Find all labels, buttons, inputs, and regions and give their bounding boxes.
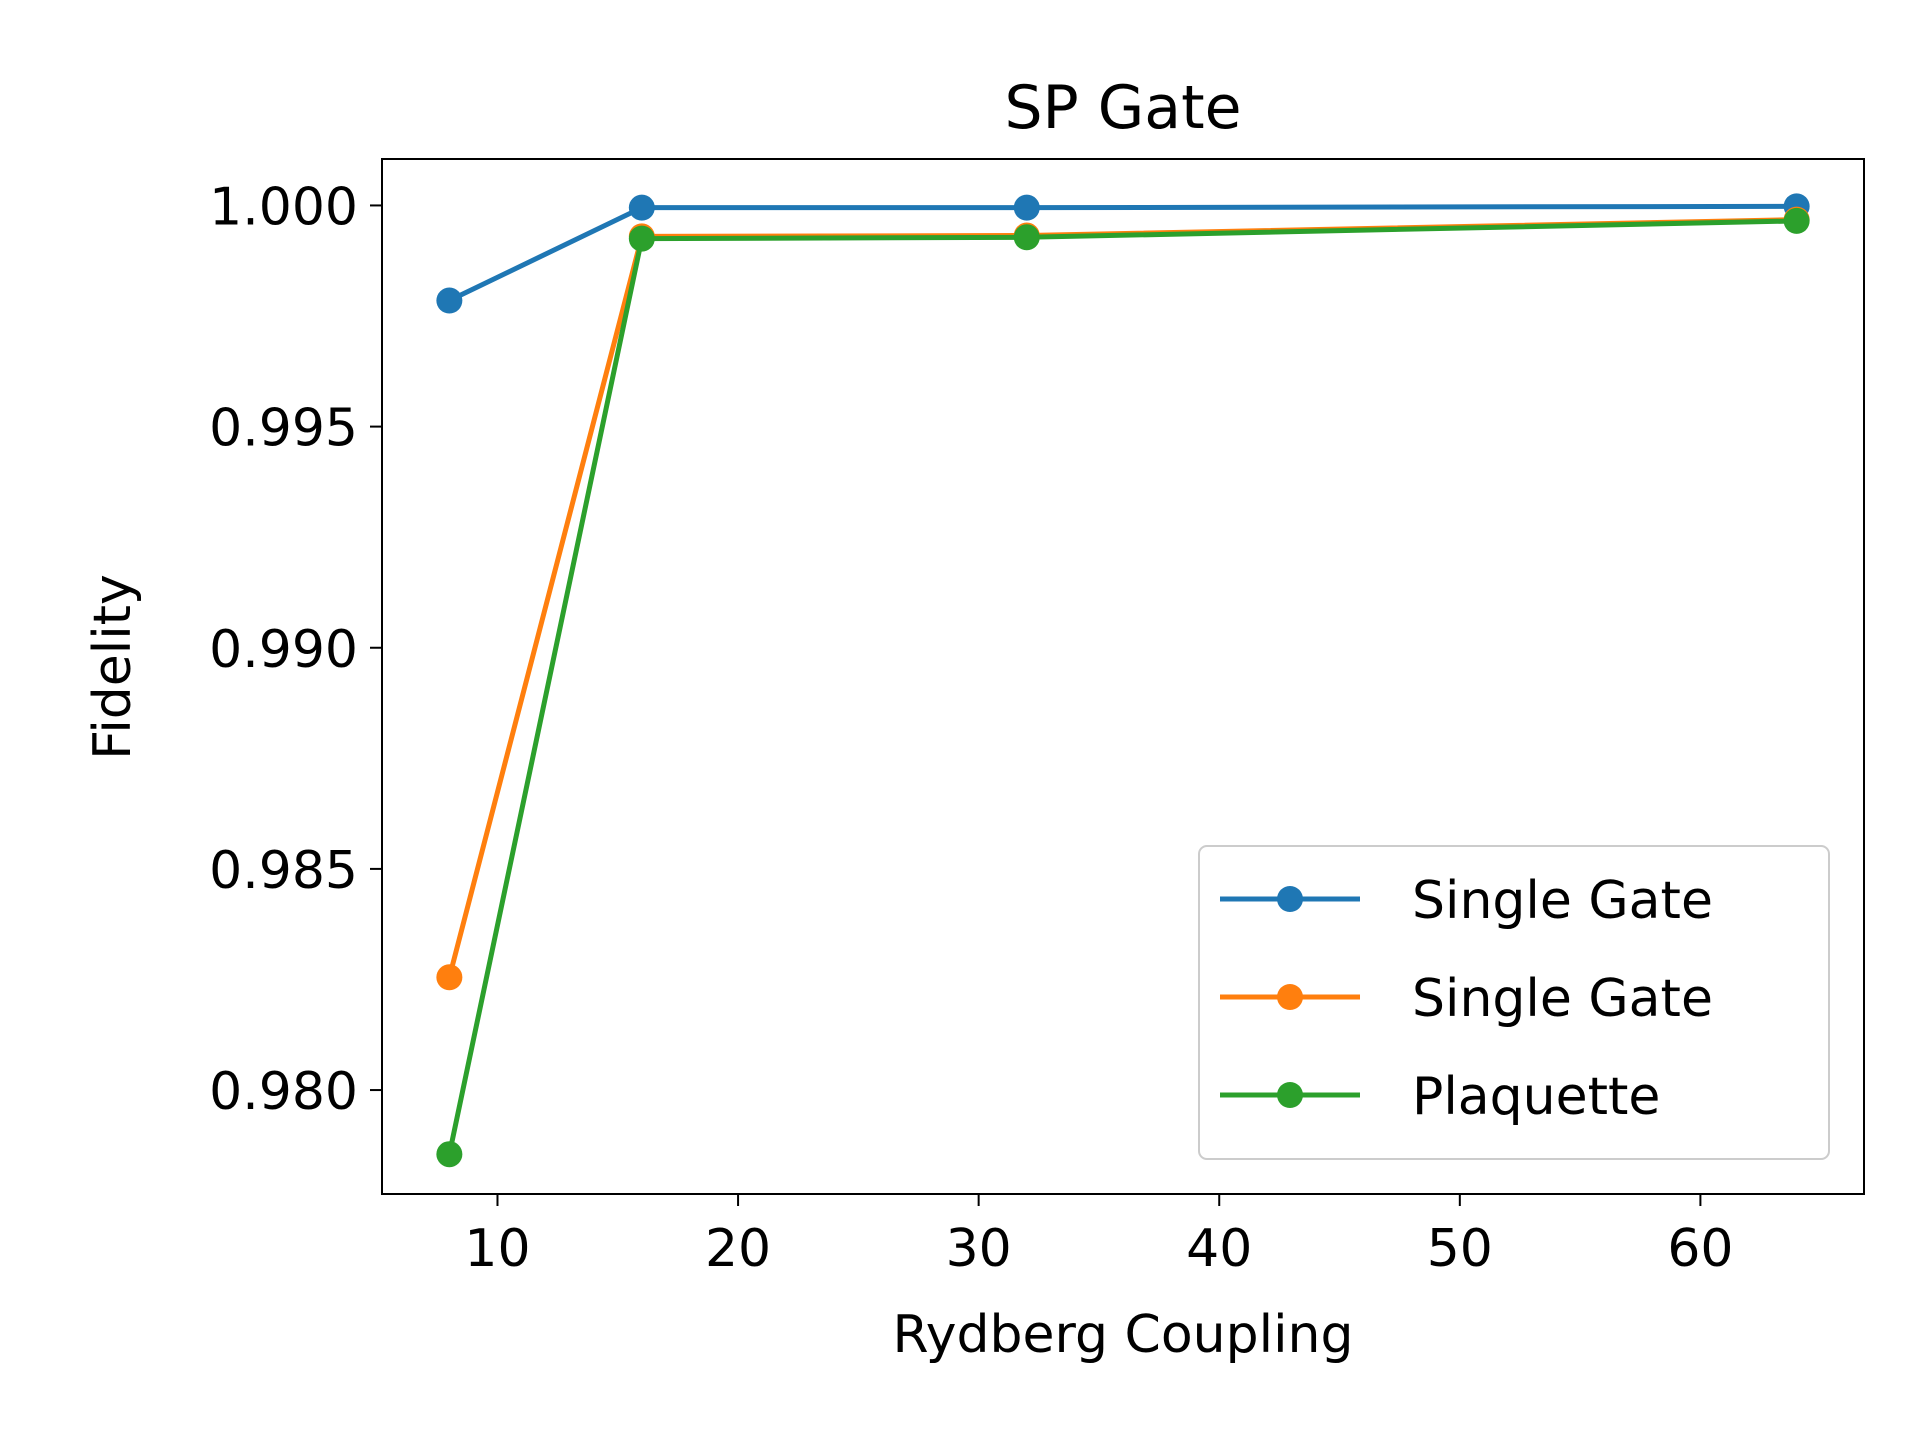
legend-label: Single Gate [1412, 969, 1713, 1029]
y-tick-label: 0.990 [209, 620, 358, 680]
ticks: 10 20 30 40 50 60 0.980 0.985 0.990 0.995 1.000 [209, 177, 1733, 1279]
legend-marker [1277, 984, 1303, 1010]
x-tick-label: 60 [1667, 1219, 1733, 1279]
series-1 [436, 193, 1810, 314]
data-point [628, 225, 655, 252]
series-line [446, 218, 1797, 1155]
series-layer [436, 193, 1810, 1168]
x-tick-label: 30 [946, 1219, 1012, 1279]
legend-box [1198, 845, 1830, 1160]
y-tick-label: 0.980 [209, 1062, 358, 1122]
data-point [1783, 207, 1810, 234]
x-axis-label: Rydberg Coupling [892, 1305, 1353, 1365]
legend-label: Plaquette [1412, 1067, 1660, 1127]
x-tick-label: 40 [1186, 1219, 1252, 1279]
x-tick-label: 50 [1427, 1219, 1493, 1279]
legend-item-1: Single Gate [1220, 871, 1713, 931]
data-point [436, 964, 463, 991]
series-line [448, 203, 1797, 303]
y-tick-label: 0.985 [209, 841, 358, 901]
legend-item-2: Single Gate [1220, 969, 1713, 1029]
x-tick-label: 20 [705, 1219, 771, 1279]
y-tick-label: 0.995 [209, 399, 358, 459]
x-tick-label: 10 [464, 1219, 530, 1279]
y-axis-label: Fidelity [83, 574, 143, 760]
y-tick-label: 1.000 [209, 177, 358, 237]
data-point [436, 287, 463, 314]
legend-item-3: Plaquette [1220, 1067, 1660, 1127]
chart-title: SP Gate [1004, 73, 1241, 143]
plot-frame [381, 158, 1865, 1195]
data-point [436, 1141, 463, 1168]
legend: Single Gate Single Gate Plaquette [1198, 845, 1830, 1160]
legend-label: Single Gate [1412, 871, 1713, 931]
legend-marker [1277, 886, 1303, 912]
data-point [628, 194, 655, 221]
data-point [1013, 194, 1040, 221]
legend-marker [1277, 1082, 1303, 1108]
series-3 [436, 207, 1810, 1168]
data-point [1013, 224, 1040, 251]
